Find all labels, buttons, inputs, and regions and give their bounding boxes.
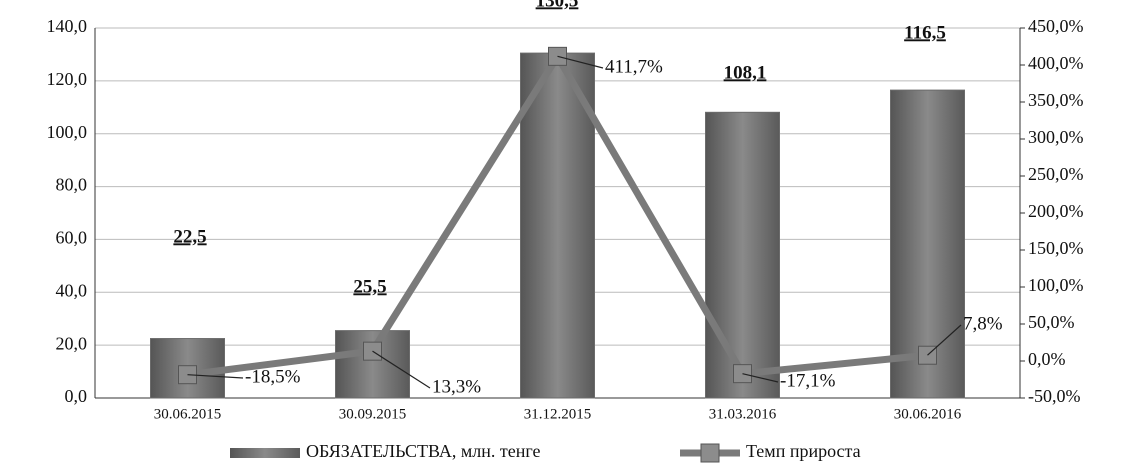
y2-tick-label: 300,0% [1028, 127, 1084, 147]
bar-value-label: 22,5 [173, 226, 206, 247]
line-value-label: 7,8% [963, 313, 1003, 334]
bar [520, 52, 595, 399]
y-tick-label: 140,0 [47, 16, 88, 36]
y2-tick-label: -50,0% [1028, 386, 1081, 406]
bar-value-label: 116,5 [904, 22, 946, 43]
line-value-label: -18,5% [245, 366, 301, 387]
y2-tick-label: 50,0% [1028, 312, 1075, 332]
leader-line [187, 374, 244, 379]
legend-label: ОБЯЗАТЕЛЬСТВА, млн. тенге [306, 441, 541, 461]
leader-line [372, 350, 431, 389]
bar-value-label: 130,5 [536, 0, 579, 11]
bar [335, 330, 410, 399]
x-tick-label: 30.09.2015 [339, 406, 407, 422]
line-value-label: -17,1% [780, 370, 836, 391]
y-tick-label: 60,0 [56, 228, 88, 248]
y2-tick-label: 150,0% [1028, 238, 1084, 258]
leader-line [557, 55, 604, 69]
y-tick-label: 100,0 [47, 122, 88, 142]
y-tick-label: 40,0 [56, 280, 88, 300]
leader-line [927, 324, 962, 356]
line-value-label: 411,7% [605, 56, 663, 77]
legend-label: Темп прироста [746, 441, 861, 461]
y2-tick-label: 450,0% [1028, 16, 1084, 36]
y2-tick-label: 100,0% [1028, 275, 1084, 295]
x-tick-label: 30.06.2016 [894, 406, 962, 422]
y-tick-label: 120,0 [47, 69, 88, 89]
legend-swatch-marker [700, 443, 720, 463]
y2-tick-label: 400,0% [1028, 53, 1084, 73]
y-tick-label: 20,0 [56, 333, 88, 353]
y-tick-label: 80,0 [56, 175, 88, 195]
line-marker [548, 46, 567, 66]
y2-tick-label: 0,0% [1028, 349, 1066, 369]
bar [705, 111, 780, 399]
legend-swatch [230, 448, 300, 458]
y2-tick-label: 350,0% [1028, 90, 1084, 110]
y2-tick-label: 200,0% [1028, 201, 1084, 221]
x-tick-label: 30.06.2015 [154, 406, 222, 422]
y2-tick-label: 250,0% [1028, 164, 1084, 184]
x-tick-label: 31.12.2015 [524, 406, 592, 422]
bar-value-label: 108,1 [724, 62, 767, 83]
x-tick-label: 31.03.2016 [709, 406, 777, 422]
y-tick-label: 0,0 [65, 386, 88, 406]
bar-value-label: 25,5 [353, 276, 386, 297]
line-value-label: 13,3% [432, 376, 481, 397]
leader-line [742, 373, 779, 383]
